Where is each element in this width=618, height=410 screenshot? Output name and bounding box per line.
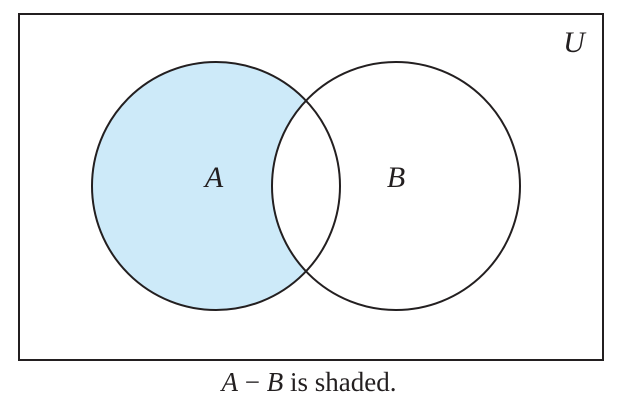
caption-set-b: B: [266, 367, 284, 397]
set-a-label: A: [203, 161, 224, 194]
caption-minus-sign: −: [244, 367, 260, 397]
set-b-circle: [271, 61, 521, 311]
caption-set-a: A: [221, 367, 239, 397]
set-b-label: B: [387, 161, 405, 194]
universe-label: U: [563, 26, 587, 59]
set-a-circle: [91, 61, 341, 311]
caption-text: is shaded.: [290, 367, 397, 397]
set-a-shaded-region: [92, 62, 340, 310]
diagram-caption: A − B is shaded.: [0, 367, 618, 398]
